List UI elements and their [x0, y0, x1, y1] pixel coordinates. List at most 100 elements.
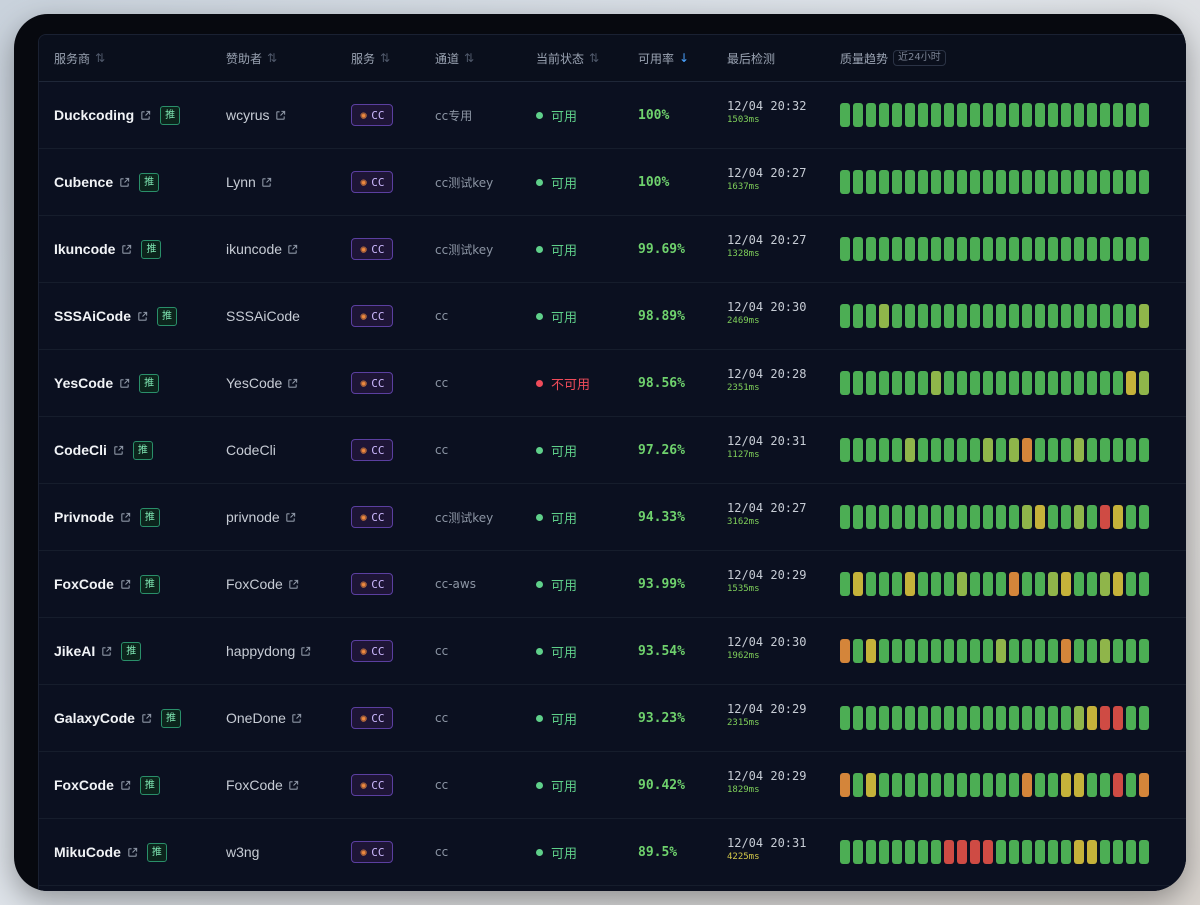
trend-bar[interactable] [905, 639, 915, 663]
external-link-icon[interactable] [137, 311, 148, 322]
trend-bar[interactable] [1139, 639, 1149, 663]
provider-name[interactable]: FoxCode [54, 777, 114, 793]
trend-bar[interactable] [1126, 170, 1136, 194]
trend-bar[interactable] [918, 505, 928, 529]
trend-bar[interactable] [1035, 706, 1045, 730]
trend-bar[interactable] [1113, 237, 1123, 261]
trend-bar[interactable] [866, 773, 876, 797]
trend-bar[interactable] [996, 304, 1006, 328]
provider-name[interactable]: Duckcoding [54, 107, 135, 123]
external-link-icon[interactable] [127, 847, 138, 858]
trend-bar[interactable] [1100, 438, 1110, 462]
trend-bar[interactable] [957, 773, 967, 797]
table-row[interactable]: YesCode 推 YesCode ✺ CC cc 不可用 98.56% 12/04 20:28… [39, 350, 1186, 417]
trend-bar[interactable] [957, 840, 967, 864]
trend-bar[interactable] [931, 304, 941, 328]
trend-bar[interactable] [879, 170, 889, 194]
trend-bar[interactable] [1009, 840, 1019, 864]
trend-bar[interactable] [1126, 371, 1136, 395]
provider-name[interactable]: GalaxyCode [54, 710, 135, 726]
trend-bar[interactable] [1126, 639, 1136, 663]
trend-bar[interactable] [866, 505, 876, 529]
trend-bar[interactable] [1139, 237, 1149, 261]
trend-bar[interactable] [1048, 438, 1058, 462]
table-row[interactable]: CodeCli 推 CodeCli ✺ CC cc 可用 97.26% 12/04 20:31 1… [39, 417, 1186, 484]
trend-bar[interactable] [1022, 438, 1032, 462]
trend-bar[interactable] [918, 840, 928, 864]
trend-bar[interactable] [879, 639, 889, 663]
trend-bar[interactable] [1100, 773, 1110, 797]
trend-bar[interactable] [905, 505, 915, 529]
trend-bar[interactable] [866, 639, 876, 663]
trend-bar[interactable] [1035, 572, 1045, 596]
trend-bar[interactable] [944, 103, 954, 127]
trend-bar[interactable] [944, 304, 954, 328]
trend-bar[interactable] [892, 639, 902, 663]
trend-bar[interactable] [866, 237, 876, 261]
trend-bar[interactable] [944, 170, 954, 194]
trend-bar[interactable] [905, 170, 915, 194]
trend-bar[interactable] [1035, 237, 1045, 261]
trend-bar[interactable] [1009, 237, 1019, 261]
trend-bar[interactable] [983, 572, 993, 596]
provider-name[interactable]: JikeAI [54, 643, 96, 659]
trend-bar[interactable] [840, 371, 850, 395]
trend-bar[interactable] [1100, 639, 1110, 663]
trend-bar[interactable] [983, 438, 993, 462]
trend-bar[interactable] [970, 103, 980, 127]
trend-bar[interactable] [892, 706, 902, 730]
trend-bar[interactable] [1139, 170, 1149, 194]
trend-bar[interactable] [1035, 773, 1045, 797]
trend-bar[interactable] [1100, 237, 1110, 261]
trend-bar[interactable] [970, 773, 980, 797]
trend-bar[interactable] [1087, 438, 1097, 462]
trend-bar[interactable] [1113, 706, 1123, 730]
trend-bar[interactable] [918, 103, 928, 127]
trend-bar[interactable] [892, 840, 902, 864]
trend-bar[interactable] [1061, 572, 1071, 596]
sponsor-name[interactable]: YesCode [226, 375, 283, 391]
trend-bar[interactable] [840, 572, 850, 596]
trend-bar[interactable] [957, 170, 967, 194]
trend-bar[interactable] [1113, 639, 1123, 663]
trend-bar[interactable] [957, 706, 967, 730]
trend-bar[interactable] [996, 572, 1006, 596]
provider-name[interactable]: FoxCode [54, 576, 114, 592]
provider-name[interactable]: Cubence [54, 174, 114, 190]
trend-bar[interactable] [1139, 572, 1149, 596]
trend-bar[interactable] [957, 103, 967, 127]
trend-bar[interactable] [853, 438, 863, 462]
trend-bar[interactable] [931, 639, 941, 663]
trend-bar[interactable] [879, 505, 889, 529]
trend-bar[interactable] [879, 304, 889, 328]
trend-bar[interactable] [1022, 639, 1032, 663]
trend-bar[interactable] [957, 237, 967, 261]
trend-bar[interactable] [1087, 706, 1097, 730]
header-status[interactable]: 当前状态 ⇅ [536, 51, 600, 66]
trend-bar[interactable] [918, 438, 928, 462]
trend-bar[interactable] [944, 840, 954, 864]
trend-bar[interactable] [853, 773, 863, 797]
trend-bar[interactable] [1126, 103, 1136, 127]
trend-bar[interactable] [970, 505, 980, 529]
trend-bar[interactable] [1126, 572, 1136, 596]
external-link-icon[interactable] [285, 512, 296, 523]
trend-bar[interactable] [1139, 371, 1149, 395]
header-sponsor[interactable]: 赞助者 ⇅ [226, 51, 278, 66]
trend-bar[interactable] [879, 773, 889, 797]
trend-bar[interactable] [905, 840, 915, 864]
trend-bar[interactable] [1048, 371, 1058, 395]
external-link-icon[interactable] [291, 713, 302, 724]
trend-bar[interactable] [853, 304, 863, 328]
trend-bar[interactable] [1074, 304, 1084, 328]
external-link-icon[interactable] [113, 445, 124, 456]
trend-bar[interactable] [970, 304, 980, 328]
trend-bar[interactable] [1087, 371, 1097, 395]
trend-bar[interactable] [1074, 706, 1084, 730]
trend-bar[interactable] [853, 371, 863, 395]
trend-bar[interactable] [840, 505, 850, 529]
trend-bar[interactable] [1100, 706, 1110, 730]
trend-bar[interactable] [1048, 773, 1058, 797]
trend-bar[interactable] [996, 706, 1006, 730]
trend-bar[interactable] [879, 706, 889, 730]
